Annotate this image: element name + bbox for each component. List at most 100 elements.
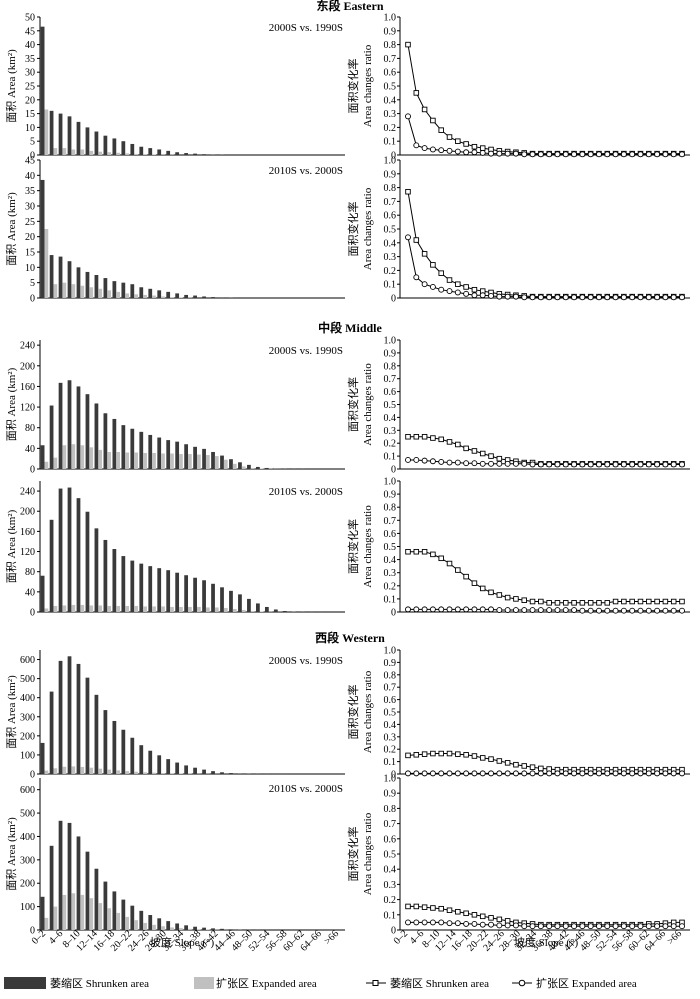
bar-shrunken — [67, 822, 72, 930]
marker-shrunken — [455, 567, 461, 573]
marker-expanded — [612, 607, 619, 614]
legend-label-expanded-bar: 扩张区 Expanded area — [216, 976, 317, 990]
bar-expanded — [134, 294, 138, 298]
bar-expanded — [80, 445, 85, 469]
y-axis-title-cn: 面积变化率 — [346, 827, 360, 882]
legend: 萎缩区 Shrunken area 扩张区 Expanded area 萎缩区 … — [4, 976, 637, 990]
marker-shrunken — [679, 598, 685, 605]
marker-expanded — [446, 459, 453, 466]
bar-expanded — [259, 468, 264, 469]
marker-shrunken — [413, 548, 420, 555]
marker-expanded — [554, 151, 561, 158]
comparison-label: 2000S vs. 1990S — [269, 22, 343, 34]
y-tick-label: 300 — [20, 712, 35, 723]
y-tick-label: 0.8 — [384, 670, 397, 681]
bar-expanded — [214, 607, 219, 612]
bar-shrunken — [67, 487, 72, 612]
marker-shrunken — [413, 903, 420, 910]
bar-expanded — [107, 152, 112, 155]
y-tick-label: 0.9 — [384, 169, 397, 180]
bar-shrunken — [264, 467, 269, 469]
y-tick-label: 0.9 — [384, 348, 397, 359]
marker-expanded — [679, 294, 685, 301]
marker-expanded — [479, 460, 486, 467]
ratio-panel: 0 0.1 0.2 0.3 0.4 0.5 0.6 0.7 0.8 0.9 1.0 面积变化率 Area… — [346, 477, 690, 619]
bar-shrunken — [121, 282, 126, 298]
bar-expanded — [116, 152, 121, 155]
bar-shrunken — [112, 138, 117, 155]
x-axis-labels: 0–24–68–1012–1416–1820–2224–2628–3032–34… — [30, 928, 684, 953]
bar-shrunken — [148, 566, 153, 612]
marker-shrunken — [463, 910, 469, 917]
bar-shrunken — [67, 261, 72, 298]
bar-shrunken — [58, 113, 63, 155]
marker-shrunken — [612, 598, 619, 605]
bar-shrunken — [49, 255, 54, 298]
marker-expanded — [471, 920, 478, 927]
y-tick-label: 0.6 — [384, 834, 397, 845]
marker-expanded — [637, 294, 644, 301]
bar-shrunken — [166, 921, 171, 930]
bar-expanded — [62, 894, 67, 930]
y-tick-label: 0.5 — [384, 850, 397, 861]
marker-expanded — [438, 770, 445, 777]
marker-shrunken — [646, 598, 652, 605]
marker-expanded — [512, 770, 519, 777]
marker-expanded — [670, 923, 677, 930]
y-axis-title-en: Area changes ratio — [362, 363, 374, 446]
marker-expanded — [488, 292, 494, 299]
y-tick-label: 0.2 — [384, 745, 397, 756]
marker-shrunken — [521, 597, 527, 603]
bar-shrunken — [40, 179, 45, 298]
bar-shrunken — [139, 563, 144, 612]
bar-expanded — [143, 772, 147, 774]
bar-shrunken — [229, 773, 233, 774]
bar-shrunken — [220, 772, 224, 774]
marker-expanded — [405, 606, 411, 613]
bar-shrunken — [103, 539, 108, 612]
y-tick-label: 35 — [25, 186, 35, 197]
marker-shrunken — [479, 145, 486, 151]
bar-shrunken — [85, 511, 90, 612]
marker-expanded — [504, 150, 511, 157]
bar-shrunken — [202, 769, 206, 774]
marker-expanded — [546, 151, 553, 158]
bar-shrunken — [148, 148, 153, 155]
y-tick-label: 25 — [25, 217, 35, 228]
y-tick-label: 0.3 — [384, 880, 397, 891]
marker-expanded — [662, 461, 669, 468]
y-tick-label: 0.5 — [384, 225, 397, 236]
marker-shrunken — [488, 756, 494, 762]
bar-shrunken — [85, 271, 90, 298]
bar-shrunken — [85, 677, 90, 774]
marker-expanded — [620, 923, 627, 930]
bar-shrunken — [76, 836, 81, 930]
marker-expanded — [637, 770, 644, 777]
marker-shrunken — [405, 188, 411, 195]
bar-shrunken — [40, 742, 45, 774]
marker-expanded — [438, 286, 445, 293]
marker-expanded — [679, 461, 685, 468]
y-tick-label: 400 — [20, 693, 35, 704]
bar-expanded — [179, 773, 183, 774]
bar-expanded — [134, 452, 138, 469]
bar-panel: 0 5 10 15 20 25 30 35 40 45 2010S vs. 2000S 面积 Area… — [5, 156, 345, 305]
marker-expanded — [604, 607, 611, 614]
bar-expanded — [98, 903, 103, 930]
marker-shrunken — [563, 600, 569, 606]
marker-shrunken — [471, 286, 478, 293]
bar-expanded — [62, 766, 67, 774]
bar-expanded — [188, 454, 192, 469]
marker-expanded — [537, 923, 544, 930]
marker-expanded — [620, 461, 627, 468]
y-tick-label: 45 — [25, 156, 35, 167]
marker-expanded — [463, 606, 470, 613]
marker-shrunken — [479, 450, 486, 457]
marker-expanded — [571, 461, 578, 468]
bar-shrunken — [264, 606, 269, 612]
bar-shrunken — [49, 691, 54, 774]
marker-shrunken — [430, 905, 436, 911]
marker-expanded — [537, 770, 544, 777]
x-tick-label: >66 — [665, 928, 684, 947]
